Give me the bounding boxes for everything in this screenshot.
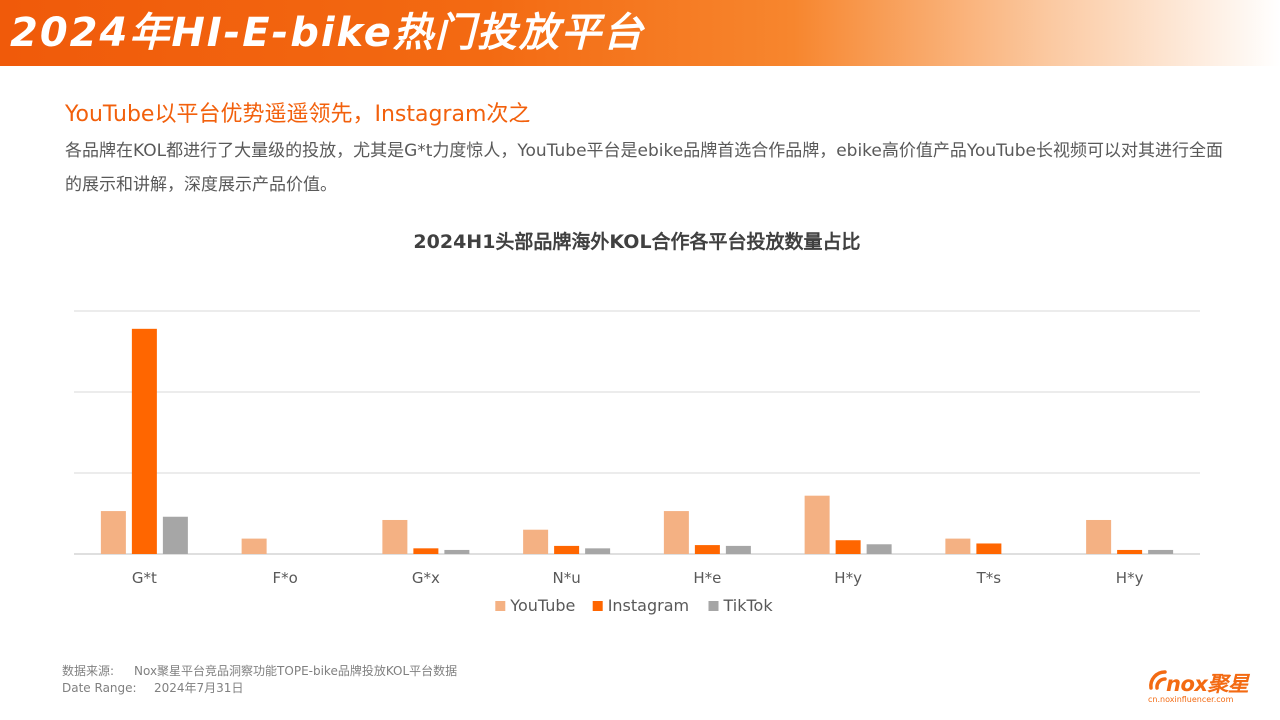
logo-url: cn.noxinfluencer.com (1148, 695, 1234, 704)
chart-title: 2024H1头部品牌海外KOL合作各平台投放数量占比 (413, 230, 860, 253)
bar-instagram-1 (131, 328, 157, 554)
date-range-label: Date Range: (62, 681, 137, 695)
bar-tiktok-5 (725, 545, 751, 554)
bar-tiktok-8 (1148, 549, 1174, 554)
bar-youtube-6 (804, 495, 830, 554)
x-axis: G*t F*o G*x N*u H*e H*y T*s H*y (132, 569, 1144, 587)
bars (100, 328, 1174, 554)
bar-youtube-1 (100, 511, 126, 554)
x-tick-label: T*s (976, 569, 1002, 587)
x-tick-label: H*y (834, 569, 862, 587)
header-bar: 2024年HI-E-bike热门投放平台 (0, 0, 1280, 66)
legend-label-instagram: Instagram (608, 596, 689, 615)
x-tick-label: N*u (553, 569, 581, 587)
bar-instagram-4 (554, 545, 580, 554)
gridlines (74, 310, 1200, 555)
signal-icon (1149, 670, 1167, 690)
legend-swatch-tiktok (708, 601, 719, 611)
source-value: Nox聚星平台竞品洞察功能TOPE-bike品牌投放KOL平台数据 (134, 664, 458, 678)
legend-label-youtube: YouTube (509, 596, 575, 615)
legend-label-tiktok: TikTok (723, 596, 774, 615)
chart-legend: YouTube Instagram TikTok (495, 596, 773, 615)
logo-text: nox聚星 (1166, 672, 1249, 696)
nox-logo: nox聚星 cn.noxinfluencer.com (1146, 660, 1249, 708)
x-tick-label: G*x (412, 569, 440, 587)
bar-youtube-4 (523, 529, 549, 554)
page-title: 2024年HI-E-bike热门投放平台 (10, 10, 645, 56)
bar-instagram-6 (835, 540, 861, 554)
bar-youtube-8 (1086, 519, 1112, 554)
bar-youtube-5 (663, 511, 689, 554)
bar-instagram-3 (413, 548, 439, 554)
bar-youtube-3 (382, 519, 408, 554)
data-source-note: 数据来源: Nox聚星平台竞品洞察功能TOPE-bike品牌投放KOL平台数据 D… (62, 663, 457, 697)
bar-tiktok-3 (444, 549, 470, 554)
description-text: 各品牌在KOL都进行了大量级的投放，尤其是G*t力度惊人，YouTube平台是e… (65, 141, 1224, 195)
bar-instagram-5 (694, 545, 720, 554)
bar-tiktok-4 (585, 548, 611, 554)
bar-tiktok-1 (162, 516, 188, 554)
legend-swatch-instagram (592, 601, 603, 611)
bar-youtube-7 (945, 538, 971, 554)
bar-instagram-7 (976, 543, 1002, 554)
x-tick-label: F*o (272, 569, 297, 587)
x-tick-label: H*y (1116, 569, 1144, 587)
legend-swatch-youtube (495, 601, 506, 611)
bar-instagram-8 (1117, 549, 1143, 554)
x-tick-label: G*t (132, 569, 157, 587)
headline: YouTube以平台优势遥遥领先，Instagram次之 (65, 102, 531, 127)
source-label: 数据来源: (62, 664, 115, 678)
date-range-value: 2024年7月31日 (154, 681, 244, 695)
bar-youtube-2 (241, 538, 267, 554)
x-tick-label: H*e (693, 569, 721, 587)
bar-tiktok-6 (866, 544, 892, 554)
